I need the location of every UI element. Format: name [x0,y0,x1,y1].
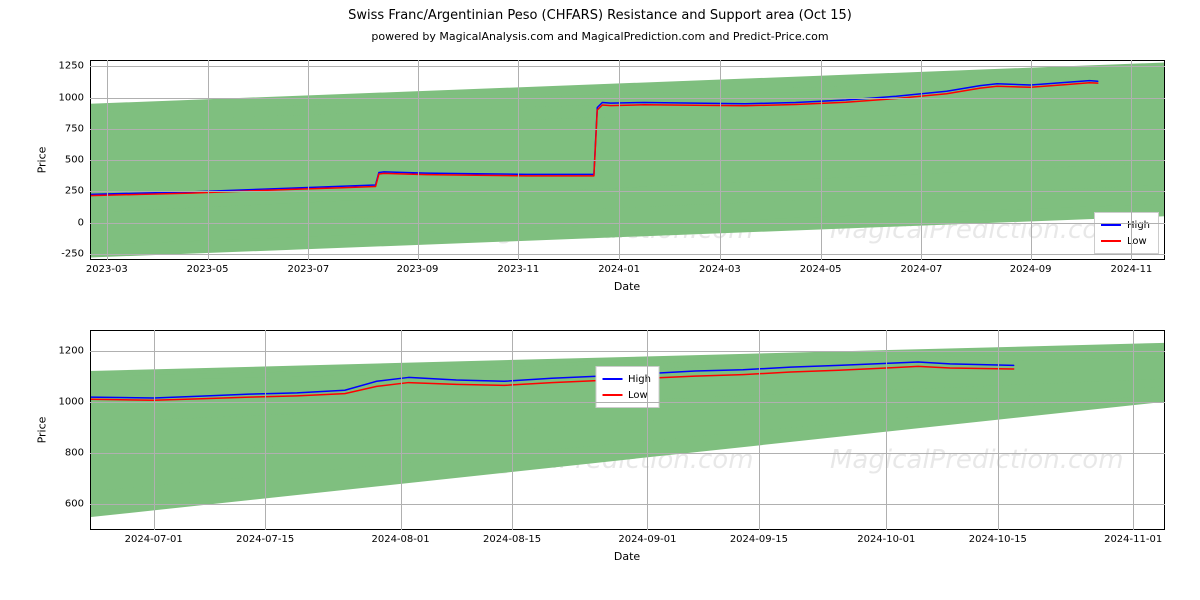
x-tick-label: 2023-03 [86,260,128,275]
chart-title: Swiss Franc/Argentinian Peso (CHFARS) Re… [0,8,1200,23]
gridline [208,60,209,260]
y-axis-label: Price [36,417,49,444]
x-tick-label: 2024-09-01 [618,530,676,545]
y-axis-label: Price [36,147,49,174]
legend-swatch [1101,240,1121,242]
gridline [265,330,266,530]
axis-spine [90,60,1165,61]
x-tick-label: 2024-10-15 [969,530,1027,545]
x-tick-label: 2024-07-15 [236,530,294,545]
axis-spine [90,330,1165,331]
y-tick-label: 1000 [59,92,90,103]
x-axis-label: Date [614,280,640,293]
y-tick-label: 750 [65,123,90,134]
gridline [418,60,419,260]
gridline [821,60,822,260]
figure: Swiss Franc/Argentinian Peso (CHFARS) Re… [0,0,1200,600]
x-tick-label: 2024-11 [1111,260,1153,275]
x-tick-label: 2024-09 [1010,260,1052,275]
gridline [921,60,922,260]
legend-swatch [602,394,622,396]
legend-item: High [602,371,651,387]
x-tick-label: 2024-05 [800,260,842,275]
legend-swatch [1101,224,1121,226]
chart-subtitle: powered by MagicalAnalysis.com and Magic… [0,30,1200,43]
axis-spine [1164,330,1165,530]
x-tick-label: 2023-07 [287,260,329,275]
axis-spine [90,330,91,530]
gridline [90,402,1165,403]
gridline [308,60,309,260]
legend: High Low [1094,212,1159,254]
gridline [90,453,1165,454]
y-tick-label: 600 [65,499,90,510]
gridline [90,223,1165,224]
legend-label: Low [1127,236,1147,247]
gridline [619,60,620,260]
y-tick-label: 0 [78,217,90,228]
gridline [90,351,1165,352]
x-tick-label: 2024-03 [699,260,741,275]
gridline [1031,60,1032,260]
gridline [720,60,721,260]
x-tick-label: 2023-05 [187,260,229,275]
legend-item: High [1101,217,1150,233]
y-tick-label: 1200 [59,345,90,356]
x-tick-label: 2024-07 [901,260,943,275]
gridline [90,191,1165,192]
gridline [647,330,648,530]
legend-item: Low [1101,233,1150,249]
gridline [90,254,1165,255]
gridline [401,330,402,530]
gridline [90,66,1165,67]
gridline [759,330,760,530]
gridline [154,330,155,530]
gridline [998,330,999,530]
gridline [518,60,519,260]
gridline [107,60,108,260]
gridline [1133,330,1134,530]
gridline [90,129,1165,130]
x-tick-label: 2024-11-01 [1104,530,1162,545]
x-tick-label: 2024-01 [598,260,640,275]
x-tick-label: 2024-07-01 [125,530,183,545]
x-tick-label: 2024-08-01 [371,530,429,545]
gridline [90,98,1165,99]
y-tick-label: 1000 [59,396,90,407]
legend-label: Low [628,390,648,401]
gridline [886,330,887,530]
y-tick-label: 1250 [59,61,90,72]
panel-bottom: MagicalAnalysis.com MagicalPrediction.co… [90,330,1165,530]
x-axis-label: Date [614,550,640,563]
x-tick-label: 2023-11 [497,260,539,275]
legend-swatch [602,378,622,380]
gridline [90,160,1165,161]
gridline [512,330,513,530]
y-tick-label: 800 [65,448,90,459]
x-tick-label: 2023-09 [397,260,439,275]
legend-item: Low [602,387,651,403]
y-tick-label: -250 [61,248,90,259]
x-tick-label: 2024-08-15 [483,530,541,545]
y-tick-label: 500 [65,155,90,166]
gridline [90,504,1165,505]
plot-svg [90,330,1165,530]
y-tick-label: 250 [65,186,90,197]
x-tick-label: 2024-09-15 [730,530,788,545]
x-tick-label: 2024-10-01 [857,530,915,545]
panel-top: MagicalAnalysis.com MagicalPrediction.co… [90,60,1165,260]
gridline [1131,60,1132,260]
